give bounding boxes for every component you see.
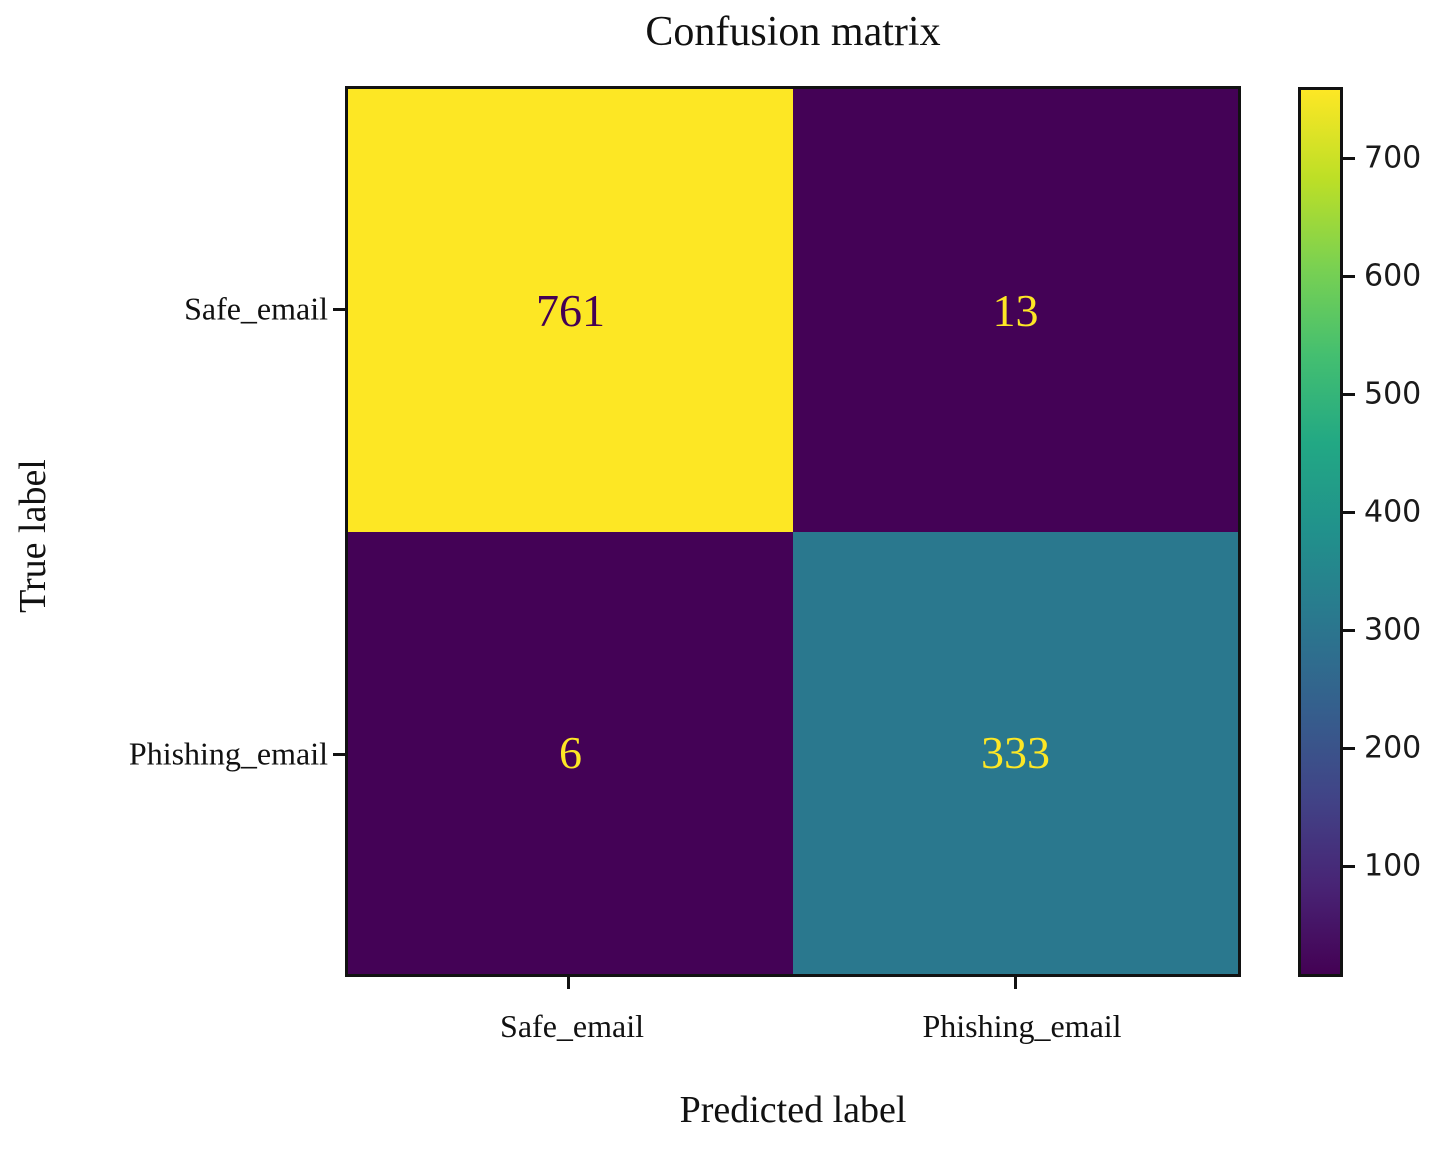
colorbar-tick-mark xyxy=(1343,511,1355,514)
heatmap-cell-true-safe-pred-safe: 761 xyxy=(348,89,793,532)
heatmap-cell-true-phishing-pred-phishing: 333 xyxy=(793,531,1238,974)
colorbar-tick-label-400: 400 xyxy=(1364,494,1422,530)
colorbar-tick-label-300: 300 xyxy=(1364,612,1422,648)
colorbar-tick-mark xyxy=(1343,393,1355,396)
cell-value: 6 xyxy=(559,727,582,779)
x-tick-mark xyxy=(1014,977,1017,989)
x-tick-mark xyxy=(567,977,570,989)
y-tick-mark xyxy=(333,753,345,756)
chart-title: Confusion matrix xyxy=(645,9,941,55)
y-tick-label-safe-email: Safe_email xyxy=(184,290,328,327)
colorbar-tick-mark xyxy=(1343,865,1355,868)
x-axis-label: Predicted label xyxy=(679,1089,907,1131)
colorbar-tick-label-600: 600 xyxy=(1364,258,1422,294)
colorbar-tick-mark xyxy=(1343,157,1355,160)
heatmap-cell-true-safe-pred-phishing: 13 xyxy=(793,89,1238,532)
cell-value: 13 xyxy=(992,284,1039,336)
y-tick-label-phishing-email: Phishing_email xyxy=(128,735,328,772)
cell-value: 333 xyxy=(981,727,1050,779)
colorbar-tick-label-500: 500 xyxy=(1364,376,1422,412)
colorbar-tick-mark xyxy=(1343,629,1355,632)
colorbar xyxy=(1298,87,1343,977)
colorbar-tick-mark xyxy=(1343,747,1355,750)
cell-value: 761 xyxy=(536,284,605,336)
colorbar-tick-mark xyxy=(1343,275,1355,278)
colorbar-tick-label-700: 700 xyxy=(1364,140,1422,176)
x-tick-label-safe-email: Safe_email xyxy=(500,1008,644,1044)
y-tick-mark xyxy=(333,308,345,311)
y-axis-label: True label xyxy=(12,459,54,613)
colorbar-tick-label-200: 200 xyxy=(1364,730,1422,766)
heatmap-cell-true-phishing-pred-safe: 6 xyxy=(348,531,793,974)
heatmap-plot-area: 761 13 6 333 xyxy=(345,86,1241,977)
x-tick-label-phishing-email: Phishing_email xyxy=(922,1008,1122,1044)
colorbar-tick-label-100: 100 xyxy=(1364,848,1422,884)
